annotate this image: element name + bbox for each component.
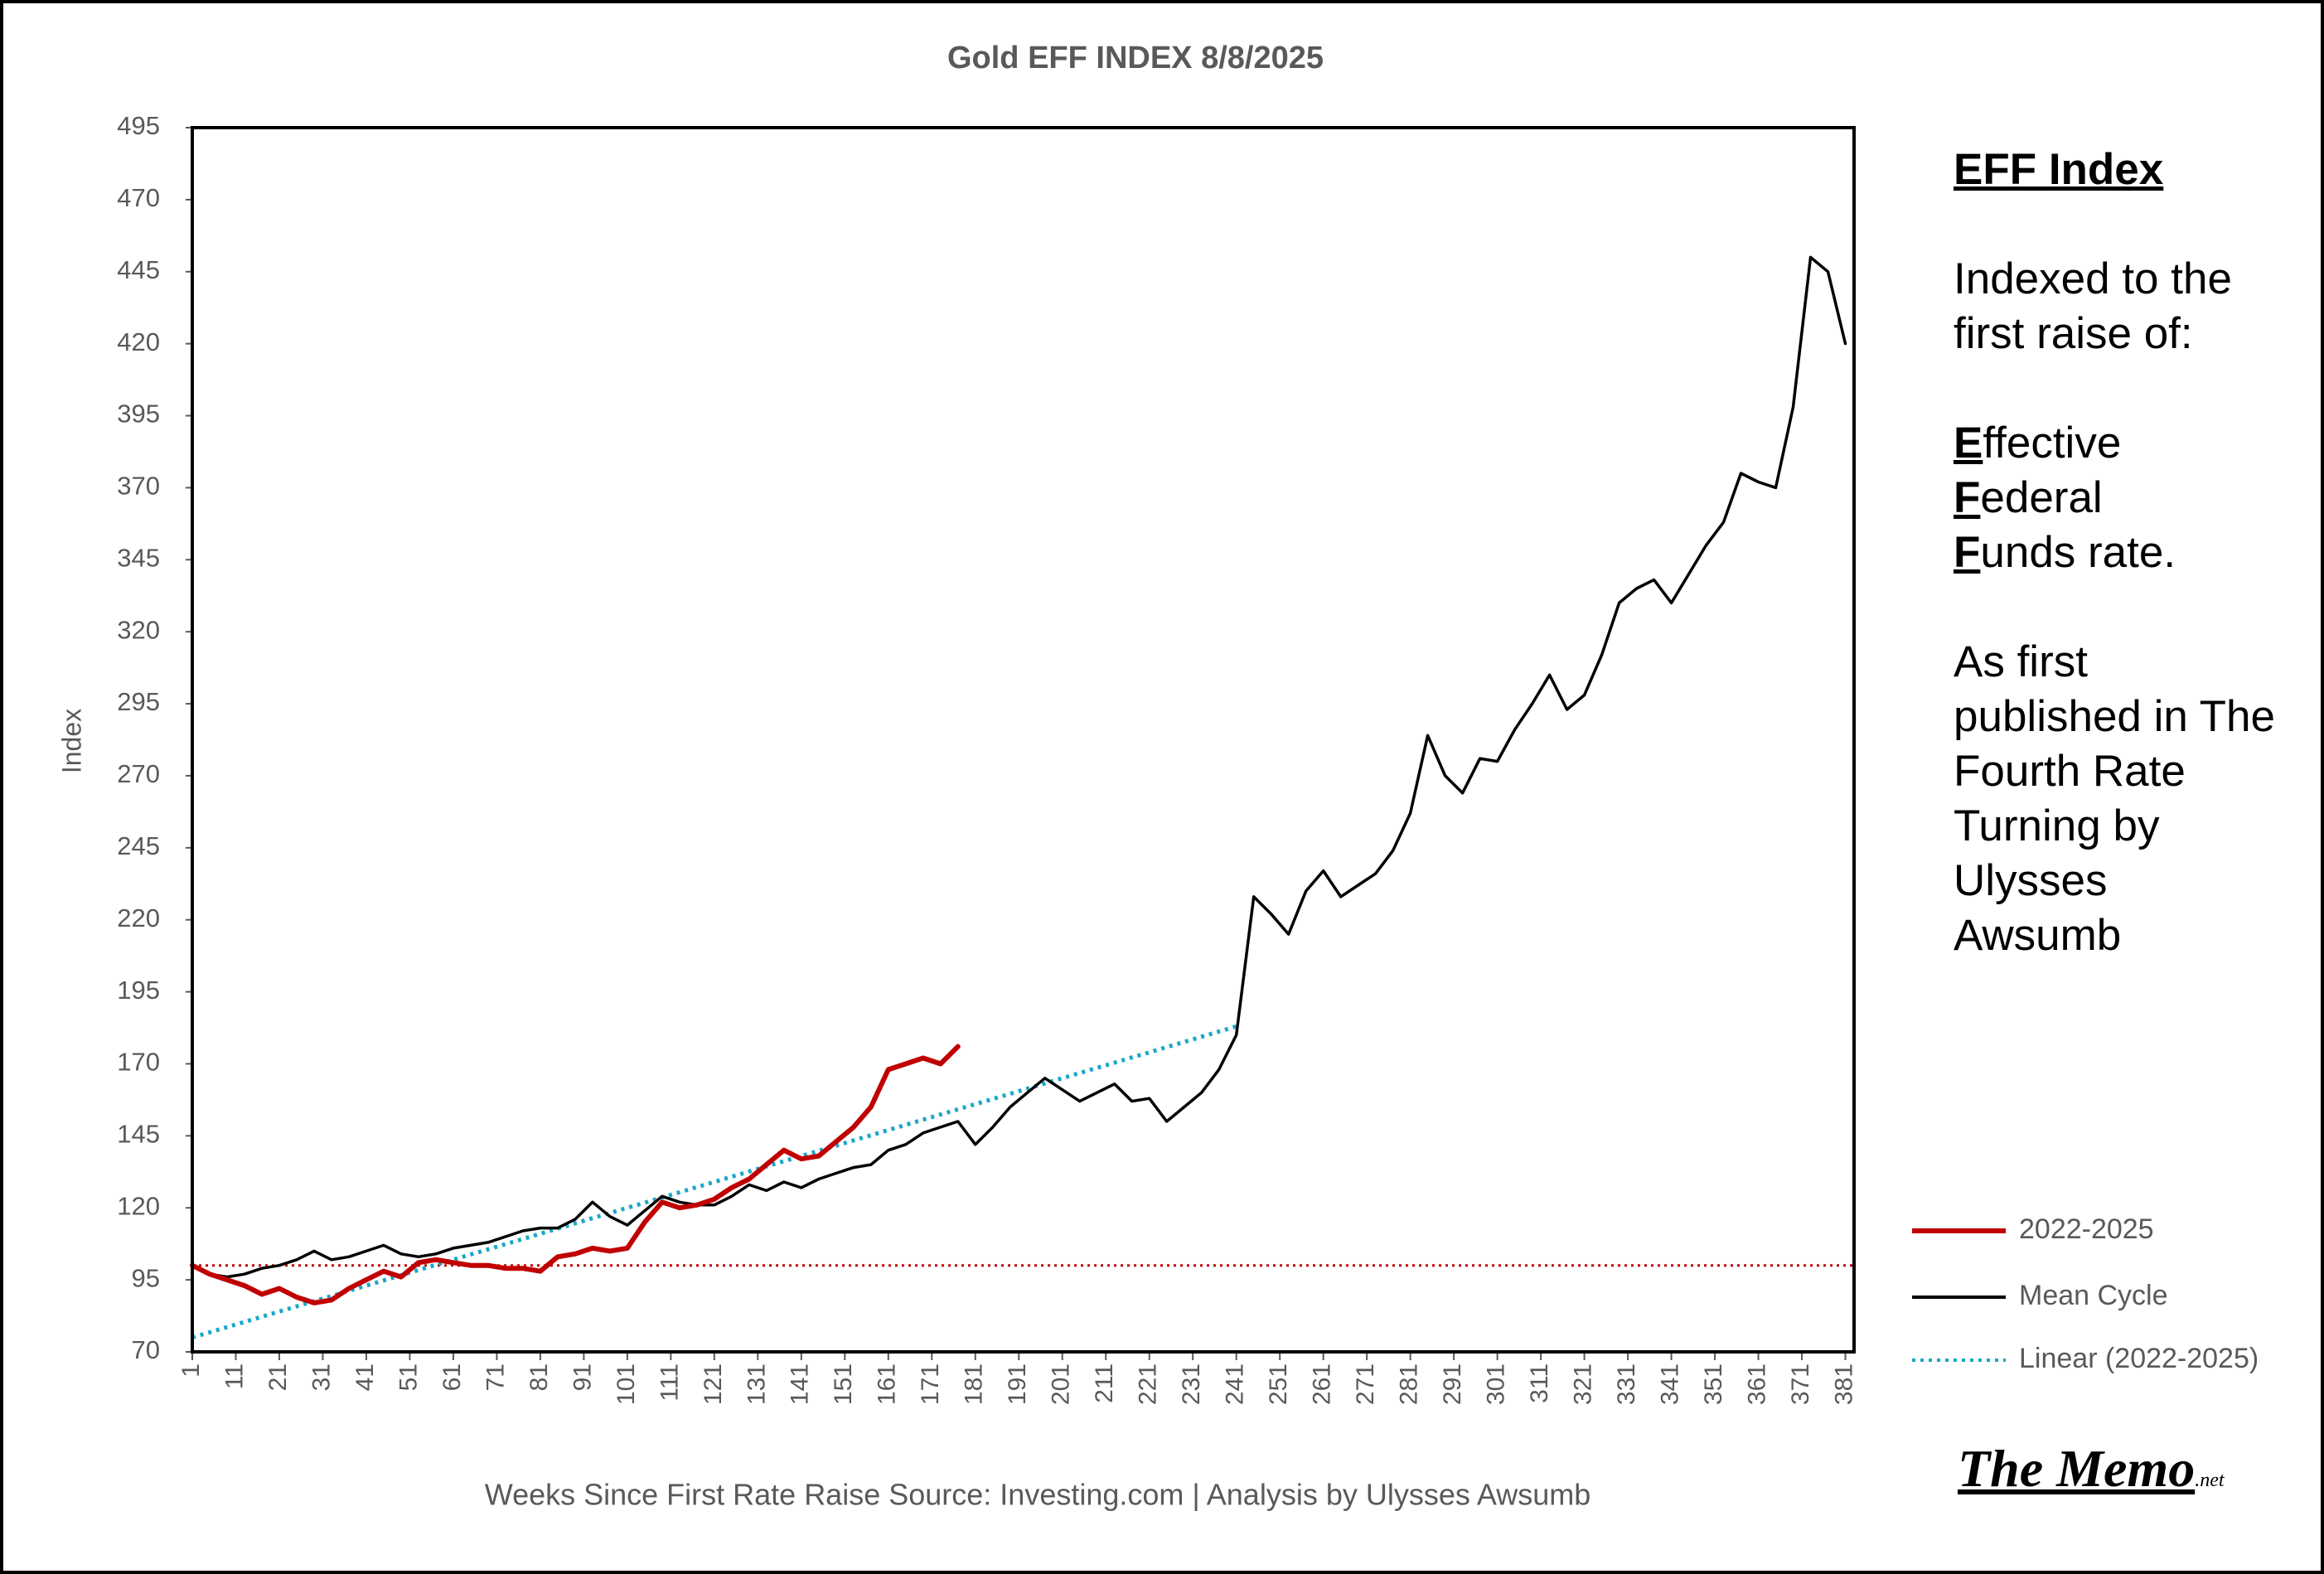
x-tick-label: 331 bbox=[1613, 1363, 1640, 1405]
series-line bbox=[190, 1044, 961, 1305]
x-tick-label: 11 bbox=[220, 1363, 248, 1389]
x-tick-label: 291 bbox=[1439, 1363, 1466, 1405]
logo: The Memo.net bbox=[1958, 1438, 2225, 1499]
y-tick-label: 395 bbox=[117, 400, 160, 429]
acronym-initial: F bbox=[1954, 528, 1981, 577]
x-tick-label: 221 bbox=[1135, 1363, 1162, 1405]
logo-suffix: .net bbox=[2195, 1470, 2225, 1491]
acronym-line: Effective bbox=[1954, 416, 2277, 471]
sidebar: EFF Index Indexed to the first raise of:… bbox=[1954, 143, 2277, 1018]
acronym-initial: F bbox=[1954, 473, 1981, 522]
legend-label: Linear (2022-2025) bbox=[2019, 1343, 2259, 1374]
x-tick-label: 131 bbox=[743, 1363, 770, 1405]
x-tick-label: 1 bbox=[177, 1363, 205, 1378]
x-tick-label: 211 bbox=[1091, 1363, 1118, 1403]
x-tick-label: 271 bbox=[1352, 1363, 1379, 1405]
sidebar-intro: Indexed to the first raise of: bbox=[1954, 254, 2232, 358]
legend-label: Mean Cycle bbox=[2019, 1280, 2168, 1311]
acronym-initial: E bbox=[1954, 419, 1983, 467]
x-tick-label: 101 bbox=[612, 1363, 640, 1405]
acronym-rest: ederal bbox=[1980, 473, 2103, 522]
y-tick-label: 270 bbox=[117, 759, 160, 788]
x-tick-label: 261 bbox=[1309, 1363, 1336, 1405]
y-tick-label: 245 bbox=[117, 831, 160, 860]
y-tick-label: 445 bbox=[117, 255, 160, 284]
logo-name: The Memo bbox=[1958, 1439, 2196, 1498]
y-tick-label: 370 bbox=[117, 472, 160, 501]
x-tick-label: 251 bbox=[1265, 1363, 1292, 1405]
series-line bbox=[191, 255, 1847, 1279]
x-tick-label: 141 bbox=[787, 1363, 814, 1405]
y-tick-label: 145 bbox=[117, 1120, 160, 1149]
x-tick-label: 31 bbox=[307, 1363, 335, 1391]
acronym-rest: ffective bbox=[1983, 419, 2122, 467]
x-tick-label: 81 bbox=[525, 1363, 553, 1391]
x-tick-label: 321 bbox=[1570, 1363, 1597, 1405]
y-tick-label: 220 bbox=[117, 903, 160, 932]
y-tick-label: 70 bbox=[132, 1335, 160, 1364]
legend-label: 2022-2025 bbox=[2019, 1213, 2154, 1245]
x-tick-label: 51 bbox=[395, 1363, 422, 1391]
x-tick-label: 41 bbox=[351, 1363, 379, 1391]
sidebar-note: As first published in The Fourth Rate Tu… bbox=[1954, 637, 2275, 960]
y-tick-label: 195 bbox=[117, 976, 160, 1005]
x-tick-label: 281 bbox=[1396, 1363, 1423, 1405]
acronym-line: Federal bbox=[1954, 471, 2277, 525]
x-tick-label: 311 bbox=[1526, 1363, 1553, 1403]
x-tick-label: 231 bbox=[1178, 1363, 1205, 1405]
x-tick-label: 61 bbox=[438, 1363, 466, 1391]
x-tick-label: 111 bbox=[656, 1363, 683, 1402]
y-tick-label: 345 bbox=[117, 543, 160, 572]
x-tick-label: 161 bbox=[874, 1363, 901, 1405]
y-axis-label: Index bbox=[56, 709, 86, 773]
x-tick-label: 121 bbox=[700, 1363, 727, 1405]
y-tick-label: 320 bbox=[117, 615, 160, 644]
x-tick-label: 381 bbox=[1830, 1363, 1857, 1405]
plot-frame bbox=[191, 126, 1856, 1354]
y-tick-label: 495 bbox=[117, 111, 160, 140]
y-tick-label: 420 bbox=[117, 327, 160, 356]
y-tick-label: 170 bbox=[117, 1048, 160, 1077]
x-tick-label: 241 bbox=[1222, 1363, 1249, 1405]
x-tick-label: 301 bbox=[1483, 1363, 1510, 1405]
y-tick-label: 120 bbox=[117, 1191, 160, 1220]
acronym-rest: unds rate. bbox=[1980, 528, 2176, 577]
x-tick-label: 91 bbox=[569, 1363, 596, 1391]
x-tick-label: 201 bbox=[1048, 1363, 1075, 1405]
acronym: Effective Federal Funds rate. bbox=[1954, 416, 2277, 580]
x-tick-label: 361 bbox=[1743, 1363, 1770, 1405]
acronym-line: Funds rate. bbox=[1954, 525, 2277, 580]
x-tick-label: 371 bbox=[1787, 1363, 1814, 1405]
x-tick-label: 71 bbox=[482, 1363, 509, 1391]
x-tick-label: 341 bbox=[1656, 1363, 1683, 1405]
x-tick-label: 171 bbox=[917, 1363, 944, 1405]
x-tick-label: 151 bbox=[830, 1363, 857, 1405]
y-tick-label: 295 bbox=[117, 687, 160, 716]
x-tick-label: 191 bbox=[1004, 1363, 1031, 1405]
y-tick-label: 95 bbox=[132, 1263, 160, 1292]
x-tick-label: 351 bbox=[1700, 1363, 1727, 1405]
sidebar-heading: EFF Index bbox=[1954, 145, 2164, 194]
x-tick-label: 181 bbox=[961, 1363, 988, 1405]
chart-title: Gold EFF INDEX 8/8/2025 bbox=[947, 41, 1324, 75]
x-axis-label: Weeks Since First Rate Raise Source: Inv… bbox=[485, 1478, 1591, 1512]
x-tick-label: 21 bbox=[264, 1363, 292, 1391]
y-tick-label: 470 bbox=[117, 183, 160, 212]
